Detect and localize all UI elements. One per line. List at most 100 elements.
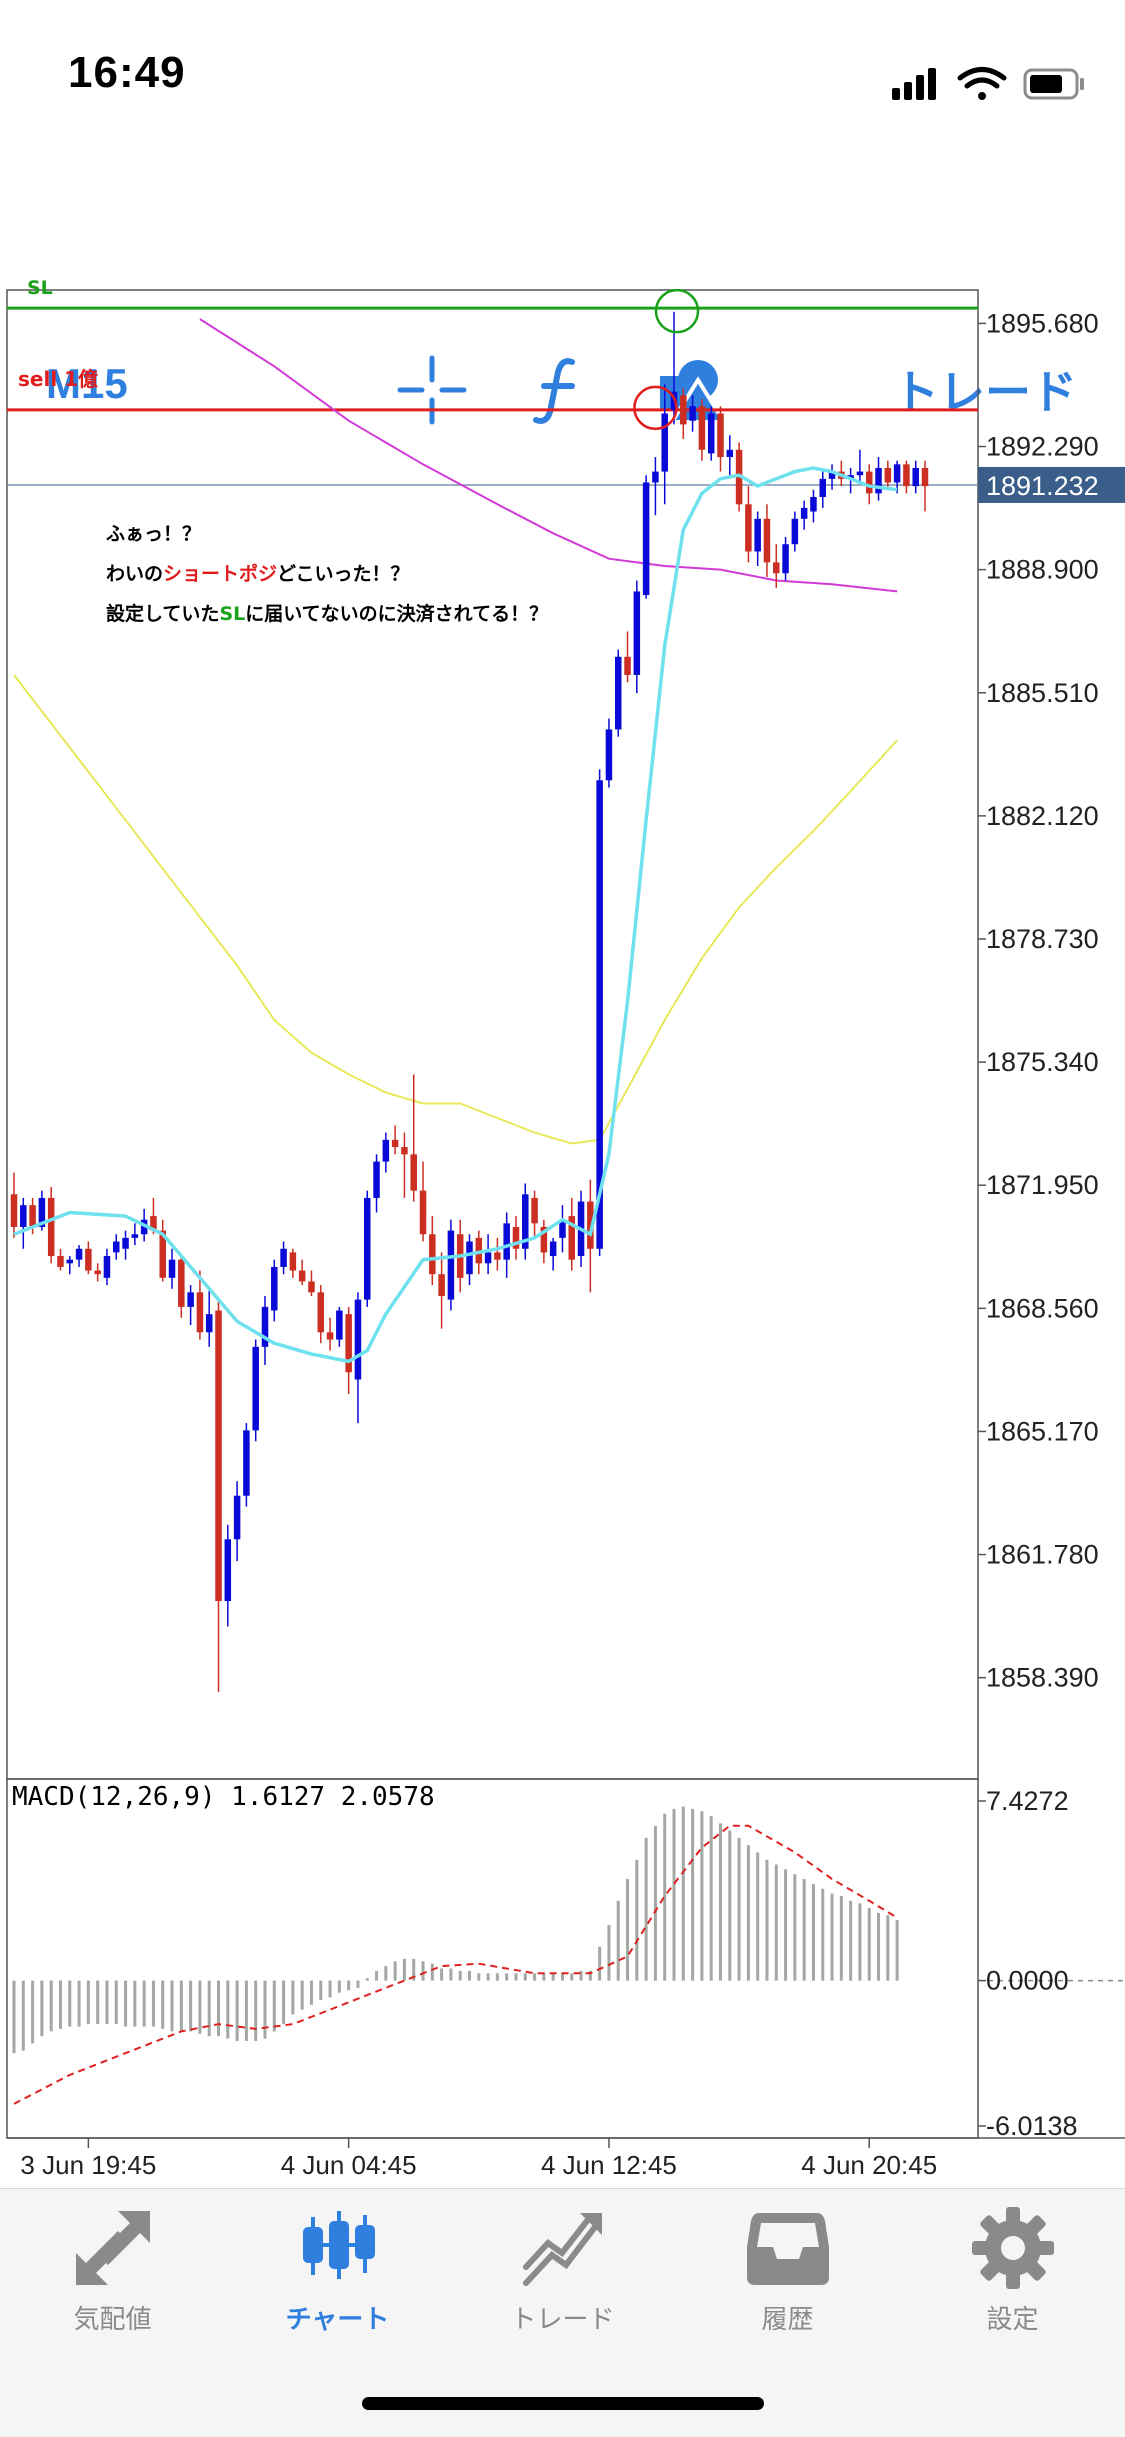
- candle-body: [94, 1270, 101, 1275]
- candle-body: [745, 504, 752, 552]
- candle-body: [57, 1256, 64, 1267]
- tab-history[interactable]: 履歴: [675, 2203, 900, 2353]
- candle-body: [884, 467, 892, 483]
- candle-body: [196, 1292, 204, 1333]
- candle-body: [159, 1230, 166, 1278]
- current-price-tag: [978, 466, 1125, 503]
- candle-body: [205, 1314, 213, 1333]
- candle-body: [689, 406, 696, 421]
- candle-body: [271, 1266, 278, 1311]
- candle-body: [921, 467, 929, 487]
- candle-body: [568, 1216, 576, 1260]
- candle-body: [633, 591, 641, 675]
- y-tick-label: 1875.340: [986, 1047, 1099, 1077]
- candle-body: [754, 518, 761, 552]
- x-tick-label: 4 Jun 04:45: [281, 2150, 417, 2180]
- y-tick-label: 1892.290: [986, 432, 1099, 462]
- candle-body: [20, 1205, 27, 1227]
- candle-body: [75, 1248, 83, 1260]
- tab-label: 気配値: [73, 2305, 152, 2335]
- status-icons: [892, 67, 1084, 100]
- candle-body: [912, 467, 919, 487]
- candle-body: [113, 1241, 120, 1253]
- candle-body: [466, 1241, 473, 1275]
- candle-body: [66, 1259, 74, 1264]
- candle-body: [624, 656, 631, 675]
- candle-body: [726, 449, 734, 458]
- candle-body: [233, 1495, 241, 1540]
- status-bar: 16:49: [0, 0, 1125, 150]
- gear-icon: [971, 2207, 1054, 2289]
- timeframe-button[interactable]: M15: [46, 360, 128, 407]
- candle-body: [642, 482, 650, 596]
- quotes-arrows-icon: [75, 2211, 150, 2285]
- candle-body: [680, 395, 687, 425]
- annotation-line-2: わいのショートポジどこいった！？: [106, 562, 409, 585]
- candle-body: [429, 1234, 436, 1275]
- candle-body: [698, 406, 706, 450]
- battery-icon: [1023, 68, 1084, 100]
- candle-body: [391, 1139, 399, 1148]
- candle-body: [828, 471, 836, 479]
- y-tick-label: 1878.730: [986, 924, 1099, 954]
- candle-body: [484, 1252, 492, 1264]
- y-tick-label: 1865.170: [986, 1416, 1099, 1446]
- candle-body: [410, 1154, 417, 1191]
- candle-body: [345, 1314, 352, 1373]
- candle-body: [243, 1430, 250, 1496]
- candle-body: [10, 1194, 18, 1227]
- tab-trade[interactable]: トレード: [450, 2203, 675, 2353]
- signal-icon: [892, 68, 936, 100]
- candle-body: [791, 518, 799, 545]
- sl-label: SL: [27, 277, 53, 299]
- y-tick-label: 1895.680: [986, 308, 1099, 338]
- y-tick-label: 1871.950: [986, 1170, 1099, 1200]
- candle-body: [382, 1139, 390, 1162]
- sl-spike-circle: [654, 288, 700, 334]
- y-tick-label: 1885.510: [986, 678, 1099, 708]
- annotation-line-3: 設定していたSLに届いてないのに決済されてる！？: [106, 602, 548, 625]
- candle-body: [903, 464, 910, 487]
- candle-body: [47, 1197, 55, 1257]
- y-tick-label: 1882.120: [986, 801, 1099, 831]
- function-icon[interactable]: [520, 350, 600, 430]
- candle-body: [559, 1219, 566, 1238]
- history-tray-icon: [746, 2213, 829, 2285]
- candle-body: [438, 1274, 445, 1296]
- tab-label: トレード: [510, 2305, 615, 2335]
- x-tick-label: 4 Jun 12:45: [541, 2150, 677, 2180]
- candle-body: [131, 1234, 139, 1238]
- tab-settings[interactable]: 設定: [900, 2203, 1125, 2353]
- macd-y-tick-label: 0.0000: [986, 1966, 1069, 1996]
- candle-body: [893, 464, 901, 483]
- tab-bar: 気配値 チャート トレード 履歴: [0, 2188, 1125, 2437]
- status-time: 16:49: [68, 48, 186, 97]
- ma-fast-line: [13, 466, 898, 1364]
- candle-body: [326, 1332, 334, 1340]
- candle-body: [605, 729, 613, 781]
- candle-body: [29, 1205, 36, 1227]
- candle-body: [494, 1252, 501, 1260]
- candle-body: [373, 1161, 380, 1198]
- macd-signal-line: [13, 1824, 898, 2105]
- tab-label: 設定: [986, 2305, 1039, 2335]
- candle-body: [819, 478, 826, 498]
- candle-body: [289, 1252, 297, 1271]
- y-tick-label: 1861.780: [986, 1540, 1099, 1570]
- x-tick-label: 4 Jun 20:45: [801, 2150, 937, 2180]
- candle-body: [187, 1292, 194, 1307]
- tab-chart[interactable]: チャート: [225, 2203, 450, 2353]
- candle-body: [475, 1237, 483, 1264]
- price-chart[interactable]: 1895.680 1892.290 1888.900 1885.510 1882.120…: [0, 276, 1125, 2181]
- current-price-label: 1891.232: [986, 471, 1099, 501]
- candle-body: [354, 1299, 362, 1380]
- candle-body: [122, 1237, 129, 1249]
- ma-long-line: [199, 318, 898, 593]
- candle-body: [38, 1197, 46, 1227]
- candle-body: [447, 1230, 455, 1300]
- tab-quotes[interactable]: 気配値: [0, 2203, 225, 2353]
- candle-body: [810, 497, 817, 512]
- candle-body: [261, 1306, 269, 1347]
- candle-body: [419, 1190, 427, 1235]
- candle-body: [549, 1241, 557, 1257]
